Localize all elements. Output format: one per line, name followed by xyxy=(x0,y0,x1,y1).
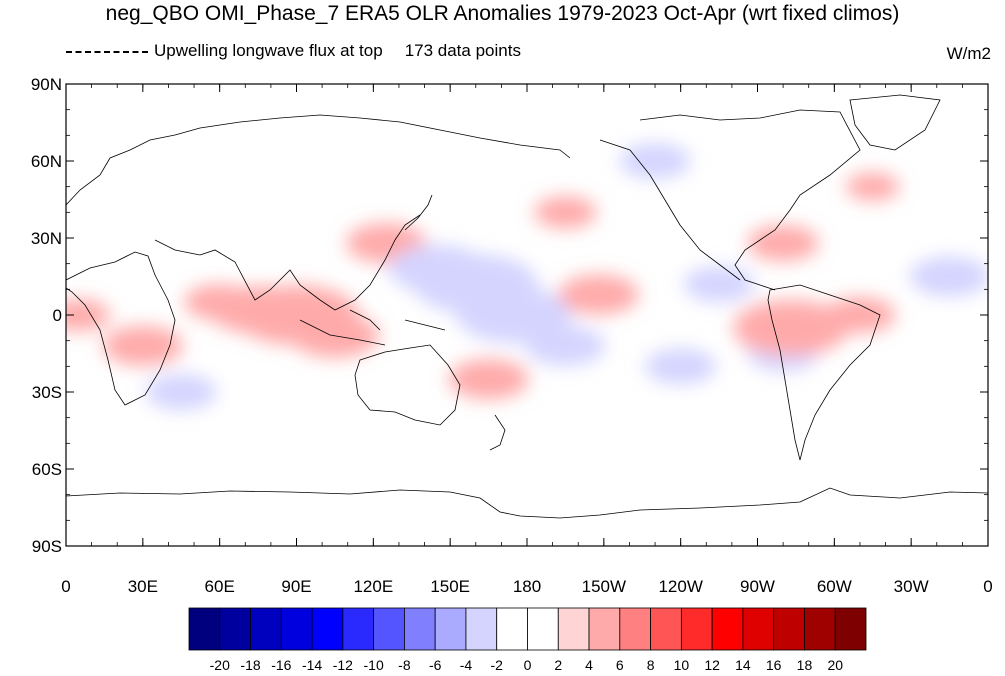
lon-label: 90W xyxy=(740,577,775,596)
lon-label: 90E xyxy=(281,577,311,596)
lat-label: 30N xyxy=(31,229,62,248)
anomaly-region xyxy=(102,325,183,366)
lon-label: 120E xyxy=(353,577,393,596)
lon-label: 180 xyxy=(513,577,541,596)
eurasia-coast xyxy=(66,114,571,206)
lon-label: 150W xyxy=(582,577,626,596)
anomaly-region xyxy=(66,299,110,331)
greenland-coast xyxy=(849,94,941,151)
north-america-west-coast xyxy=(599,139,741,281)
anomaly-region xyxy=(145,374,217,410)
lon-label: 30W xyxy=(894,577,929,596)
anomaly-region xyxy=(733,299,849,356)
plot-title: neg_QBO OMI_Phase_7 ERA5 OLR Anomalies 1… xyxy=(105,2,900,25)
anomaly-region xyxy=(824,297,896,333)
coastlines xyxy=(66,94,988,519)
lat-label: 60S xyxy=(32,460,62,479)
new-zealand-coast xyxy=(489,414,506,451)
south-america-coast xyxy=(767,284,881,461)
longitude-axis: 0 30E 60E 90E 120E 150E 180 150W 120W 90W 60W 30W 0 xyxy=(61,84,993,596)
lat-label: 30S xyxy=(32,383,62,402)
anomaly-blobs xyxy=(66,143,988,410)
north-america-coast xyxy=(639,109,861,291)
japan-coast xyxy=(404,194,433,231)
anomaly-region xyxy=(456,287,572,343)
anomaly-region xyxy=(683,266,755,303)
legend-line-label: Upwelling longwave flux at top xyxy=(154,41,383,60)
antarctica-coast xyxy=(66,487,988,519)
latitude-axis: 90N 60N 30N 0 30S 60S 90S xyxy=(31,75,988,556)
anomaly-region xyxy=(388,244,487,293)
lat-label: 0 xyxy=(53,306,62,325)
contour-legend: Upwelling longwave flux at top 173 data p… xyxy=(66,41,521,61)
anomaly-region xyxy=(845,172,900,201)
anomaly-region xyxy=(747,225,819,262)
lat-label: 90N xyxy=(31,75,62,94)
dashed-line-icon xyxy=(66,50,148,53)
anomaly-region xyxy=(909,256,988,297)
anomaly-region xyxy=(184,284,256,321)
anomaly-region xyxy=(214,234,277,267)
lon-label: 0 xyxy=(983,577,992,596)
lon-label: 120W xyxy=(658,577,702,596)
lon-label: 150E xyxy=(430,577,470,596)
anomaly-region xyxy=(619,143,691,179)
lon-label: 60E xyxy=(205,577,235,596)
anomaly-region xyxy=(645,348,717,385)
lat-label: 60N xyxy=(31,152,62,171)
asia-south-coast xyxy=(154,214,421,311)
data-point-count: 173 data points xyxy=(404,41,521,60)
australia-coast xyxy=(354,344,461,426)
anomaly-field xyxy=(66,143,988,410)
lon-label: 30E xyxy=(128,577,158,596)
lon-label: 60W xyxy=(817,577,852,596)
units-label: W/m2 xyxy=(946,44,991,63)
anomaly-region xyxy=(558,274,639,315)
maritime-continent-coast xyxy=(299,309,446,346)
africa-coast xyxy=(66,251,176,406)
anomaly-region xyxy=(525,325,606,366)
anomaly-region xyxy=(448,359,529,400)
lat-label: 90S xyxy=(32,537,62,556)
anomaly-region xyxy=(534,196,597,229)
lon-label: 0 xyxy=(61,577,70,596)
